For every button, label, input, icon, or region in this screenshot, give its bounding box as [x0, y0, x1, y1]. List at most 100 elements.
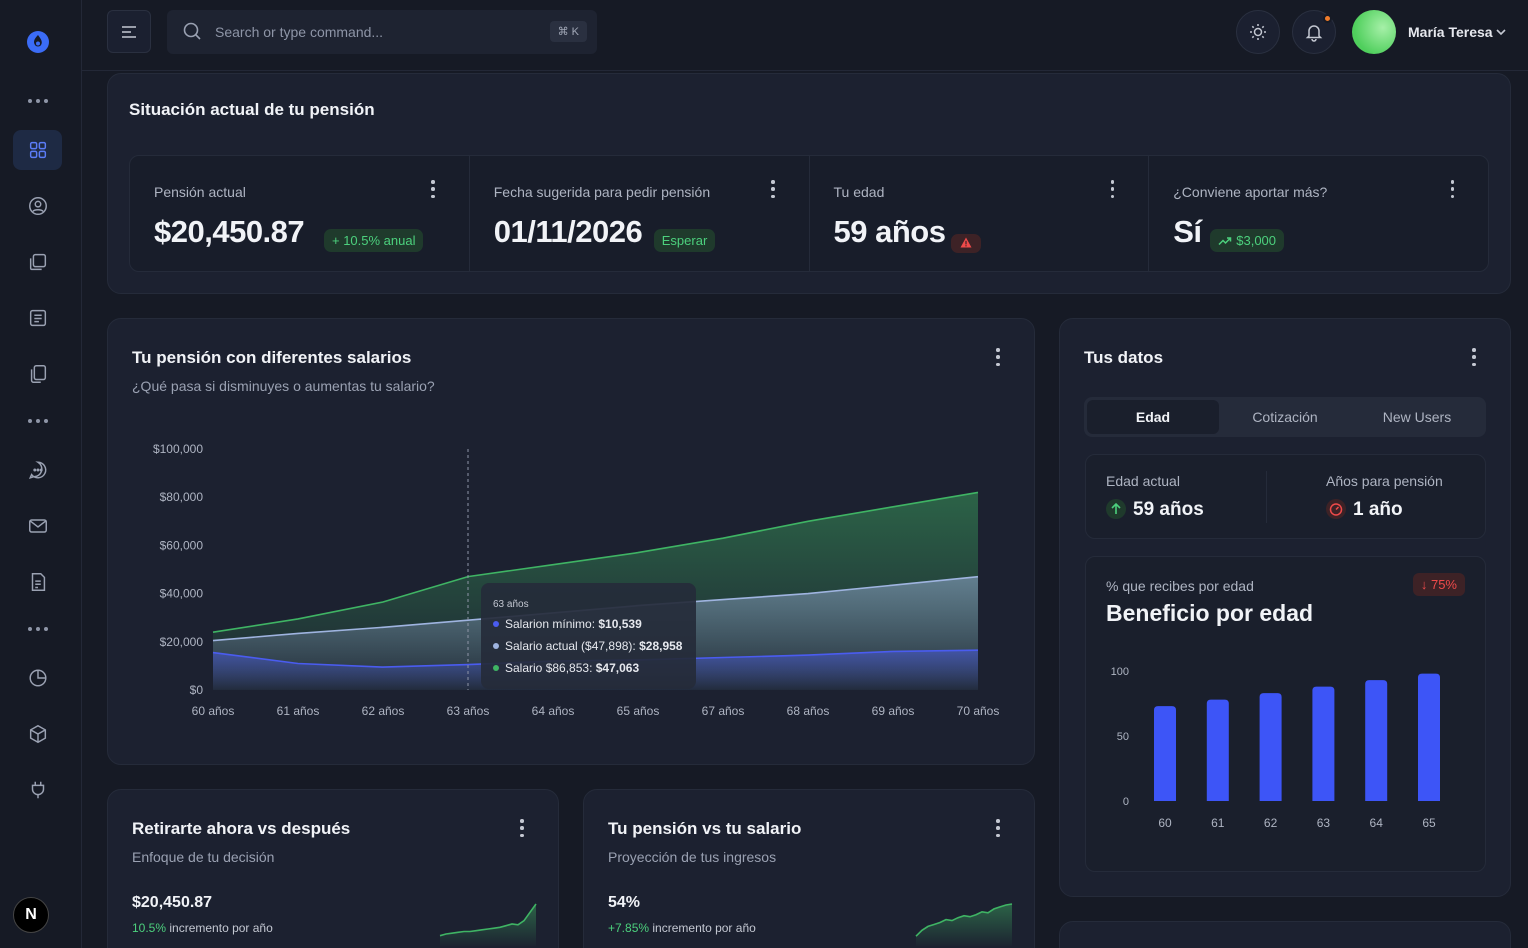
sparkline-area	[916, 904, 1012, 946]
stat-label: Fecha sugerida para pedir pensión	[493, 184, 711, 200]
y-tick-label: 50	[1117, 731, 1129, 743]
bar[interactable]	[1312, 686, 1335, 801]
pension-salario-growth: +7.85% incremento por año	[608, 921, 756, 935]
bar[interactable]	[1206, 699, 1229, 801]
cube-icon	[29, 724, 46, 744]
more-options-icon[interactable]	[995, 819, 1001, 837]
pension-salario-subtitle: Proyección de tus ingresos	[608, 849, 777, 865]
salary-area-chart[interactable]: $0 $20,000 $40,000 $60,000 $80,000 $100,000 60…	[108, 319, 1036, 766]
arrow-up-icon	[1106, 499, 1126, 519]
trending-up-icon	[1218, 236, 1232, 245]
retirarte-value: $20,450.87	[132, 894, 213, 911]
topbar: ⌘ K María Teresa	[82, 0, 1528, 71]
plug-icon	[31, 781, 44, 799]
chevron-down-icon[interactable]	[1494, 25, 1508, 39]
avatar[interactable]	[1352, 10, 1396, 54]
more-options-icon[interactable]	[1471, 348, 1477, 366]
y-tick-label: $80,000	[160, 490, 204, 504]
framework-badge[interactable]: N	[13, 897, 49, 933]
contribution-amount: $3,000	[1236, 233, 1277, 248]
bell-icon	[1305, 25, 1323, 42]
x-tick-label: 64 años	[532, 704, 575, 718]
anios-value: 1 año	[1353, 499, 1403, 520]
search-bar[interactable]: ⌘ K	[167, 10, 597, 54]
sidebar-item-documents[interactable]	[13, 354, 62, 394]
x-tick-label: 70 años	[957, 704, 1000, 718]
more-options-icon[interactable]	[1110, 180, 1116, 198]
beneficio-badge: ↓ 75%	[1412, 573, 1465, 596]
pension-salario-title: Tu pensión vs tu salario	[608, 819, 802, 838]
beneficio-sublabel: % que recibes por edad	[1106, 578, 1254, 594]
sidebar-item-chat[interactable]	[13, 450, 62, 490]
sidebar-item-invoice[interactable]	[13, 562, 62, 602]
sidebar-item-integrations[interactable]	[13, 770, 62, 810]
x-tick-label: 63	[1317, 816, 1331, 830]
tab-new-users[interactable]: New Users	[1382, 409, 1452, 425]
y-tick-label: $0	[190, 683, 204, 697]
edad-actual-label: Edad actual	[1106, 473, 1180, 489]
pension-salario-value: 54%	[608, 894, 641, 911]
sidebar-item-dashboard[interactable]	[13, 130, 62, 170]
sidebar-item-copy[interactable]	[13, 242, 62, 282]
sidebar-item-text[interactable]	[13, 298, 62, 338]
more-options-icon[interactable]	[770, 180, 776, 198]
logo-icon[interactable]	[25, 29, 51, 55]
stat-value: 59 años	[833, 214, 946, 249]
sidebar-item-profile[interactable]	[13, 186, 62, 226]
x-tick-label: 69 años	[872, 704, 915, 718]
y-tick-label: $60,000	[160, 538, 204, 552]
sparkline-area	[440, 904, 536, 946]
stat-tu-edad: Tu edad 59 años	[810, 156, 1150, 271]
bar[interactable]	[1365, 680, 1388, 801]
tus-datos-title: Tus datos	[1084, 348, 1164, 367]
sparkline-line	[439, 903, 537, 937]
x-tick-label: 64	[1370, 816, 1384, 830]
edad-actual-value: 59 años	[1133, 499, 1204, 520]
x-tick-label: 67 años	[702, 704, 745, 718]
user-name[interactable]: María Teresa	[1408, 24, 1493, 40]
bar[interactable]	[1259, 693, 1282, 801]
sidebar-item-products[interactable]	[13, 714, 62, 754]
beneficio-box: % que recibes por edad ↓ 75% Beneficio p…	[1085, 556, 1486, 872]
x-tick-label: 61	[1211, 816, 1225, 830]
x-tick-label: 62 años	[362, 704, 405, 718]
copy-icon	[29, 253, 46, 271]
beneficio-bar-chart[interactable]: 0 50 100 60 61 62 63 64 65	[1086, 557, 1487, 873]
chart-tooltip: 63 años Salarion mínimo: $10,539 Salario a…	[481, 583, 696, 689]
stat-conviene-aportar: ¿Conviene aportar más? Sí $3,000	[1149, 156, 1488, 271]
bar[interactable]	[1154, 706, 1176, 801]
summary-title: Situación actual de tu pensión	[129, 100, 375, 119]
more-options-icon[interactable]	[1449, 180, 1455, 198]
warning-badge	[950, 234, 981, 253]
tooltip-series-dot	[493, 621, 499, 627]
more-options-icon[interactable]	[519, 819, 525, 837]
chat-icon	[28, 461, 46, 479]
menu-toggle-button[interactable]	[107, 10, 151, 53]
next-card	[1059, 921, 1511, 948]
stat-label: Tu edad	[833, 184, 885, 200]
warning-icon	[960, 237, 971, 248]
bar[interactable]	[1418, 673, 1440, 801]
stat-label: ¿Conviene aportar más?	[1173, 184, 1328, 200]
y-tick-label: $40,000	[160, 587, 204, 601]
tooltip-series-dot	[493, 643, 499, 649]
sparkline-line	[915, 903, 1013, 937]
more-options-icon[interactable]	[995, 348, 1001, 366]
sidebar-item-mail[interactable]	[13, 506, 62, 546]
notifications-button[interactable]	[1292, 10, 1336, 54]
pension-salario-sparkline	[915, 903, 1013, 946]
contribution-badge: $3,000	[1210, 229, 1285, 252]
search-input[interactable]	[215, 24, 515, 40]
series-line[interactable]	[212, 491, 979, 633]
more-options-icon[interactable]	[430, 180, 436, 198]
tab-cotizacion[interactable]: Cotización	[1252, 409, 1318, 425]
growth-label: incremento por año	[652, 921, 756, 935]
x-tick-label: 65 años	[617, 704, 660, 718]
tooltip-row: Salario $86,853: $47,063	[505, 661, 639, 675]
tab-edad[interactable]: Edad	[1087, 400, 1219, 434]
theme-toggle-button[interactable]	[1236, 10, 1280, 54]
x-tick-label: 65	[1422, 816, 1436, 830]
section-divider-dots	[28, 419, 48, 425]
sidebar-item-charts[interactable]	[13, 658, 62, 698]
growth-label: incremento por año	[169, 921, 273, 935]
